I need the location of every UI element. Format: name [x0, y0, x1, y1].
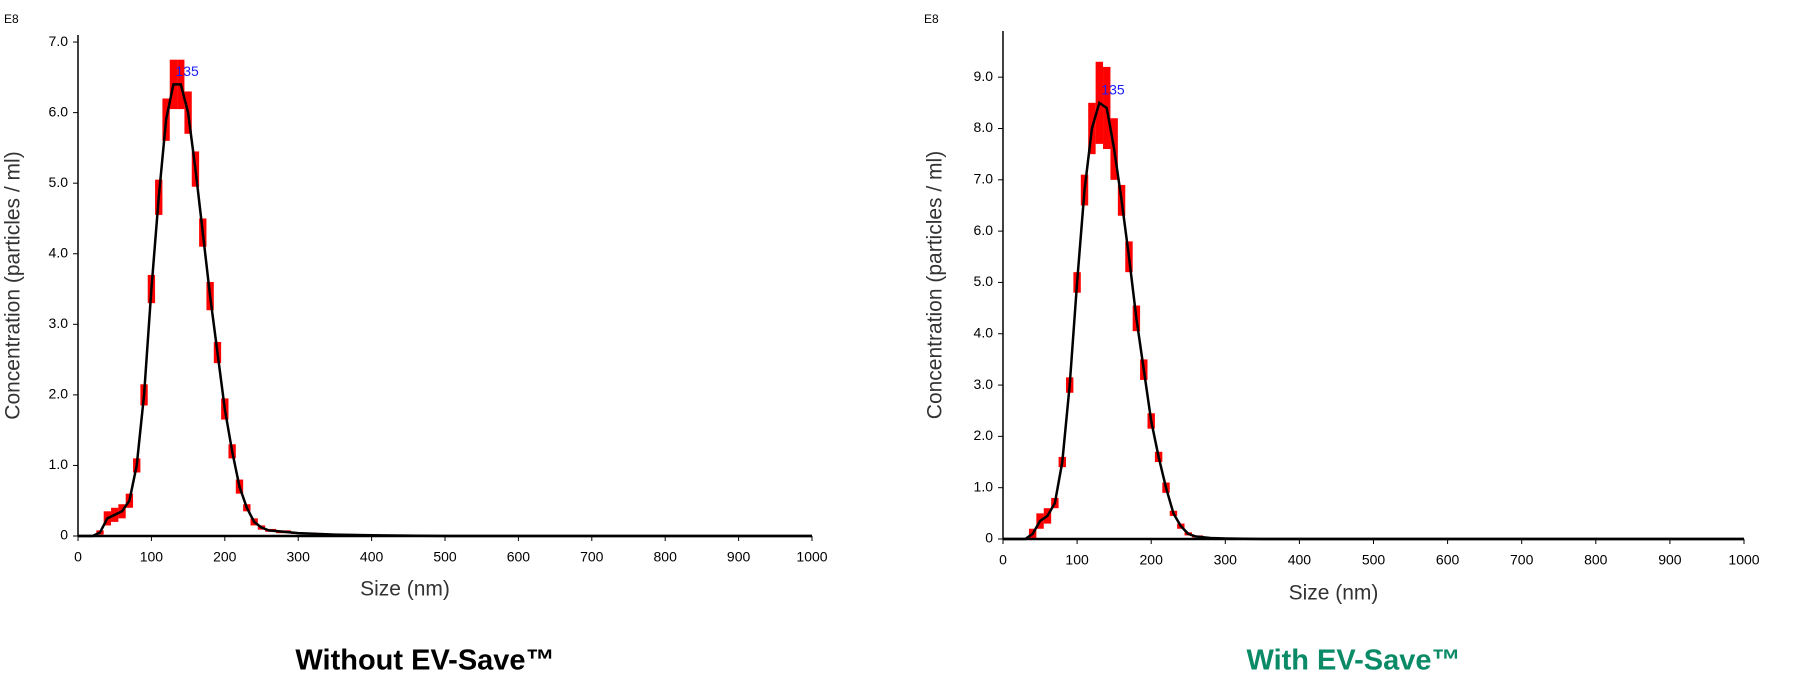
y-tick-label: 1.0: [974, 478, 994, 494]
y-axis-title: Concentration (particles / ml): [2, 151, 25, 419]
y-tick-label: 4.0: [49, 244, 69, 260]
y-tick-label: 6.0: [49, 103, 69, 119]
y-tick-label: 2.0: [49, 386, 69, 402]
x-tick-label: 100: [1065, 552, 1089, 568]
y-tick-label: 6.0: [974, 222, 994, 238]
exponent-label: E8: [4, 12, 19, 26]
x-tick-label: 400: [1288, 552, 1312, 568]
exponent-label: E8: [924, 12, 939, 26]
y-tick-label: 3.0: [49, 315, 69, 331]
x-tick-label: 800: [654, 549, 678, 565]
y-tick-label: 5.0: [49, 174, 69, 190]
y-tick-label: 4.0: [974, 324, 994, 340]
x-tick-label: 400: [360, 549, 384, 565]
x-tick-label: 600: [1436, 552, 1460, 568]
x-tick-label: 200: [1140, 552, 1164, 568]
peak-label: 135: [175, 63, 199, 79]
x-tick-label: 700: [580, 549, 604, 565]
x-tick-label: 0: [999, 552, 1007, 568]
y-tick-label: 3.0: [974, 376, 994, 392]
x-tick-label: 800: [1584, 552, 1608, 568]
x-tick-label: 600: [507, 549, 531, 565]
x-tick-label: 300: [1214, 552, 1238, 568]
caption: With EV-Save™: [1246, 645, 1460, 677]
peak-label: 135: [1101, 82, 1125, 98]
mean-line: [1003, 100, 1744, 541]
y-tick-label: 7.0: [49, 33, 69, 49]
caption: Without EV-Save™: [295, 645, 554, 677]
x-tick-label: 900: [1658, 552, 1682, 568]
x-tick-label: 1000: [796, 549, 827, 565]
y-tick-label: 8.0: [974, 119, 994, 135]
y-tick-label: 9.0: [974, 68, 994, 84]
x-tick-label: 500: [433, 549, 457, 565]
y-tick-label: 7.0: [974, 171, 994, 187]
y-tick-label: 5.0: [974, 273, 994, 289]
x-tick-label: 500: [1362, 552, 1386, 568]
x-tick-label: 100: [140, 549, 164, 565]
y-tick-label: 1.0: [49, 456, 69, 472]
x-tick-label: 0: [74, 549, 82, 565]
x-tick-label: 1000: [1728, 552, 1759, 568]
x-axis-title: Size (nm): [360, 578, 450, 601]
y-tick-label: 0: [985, 530, 993, 546]
y-tick-label: 2.0: [974, 427, 994, 443]
x-tick-label: 300: [287, 549, 311, 565]
x-tick-label: 200: [213, 549, 237, 565]
y-tick-label: 0: [60, 527, 68, 543]
x-tick-label: 900: [727, 549, 751, 565]
mean-line: [78, 83, 812, 538]
y-axis-title: Concentration (particles / ml): [924, 151, 947, 419]
x-axis-title: Size (nm): [1289, 582, 1379, 605]
x-tick-label: 700: [1510, 552, 1534, 568]
